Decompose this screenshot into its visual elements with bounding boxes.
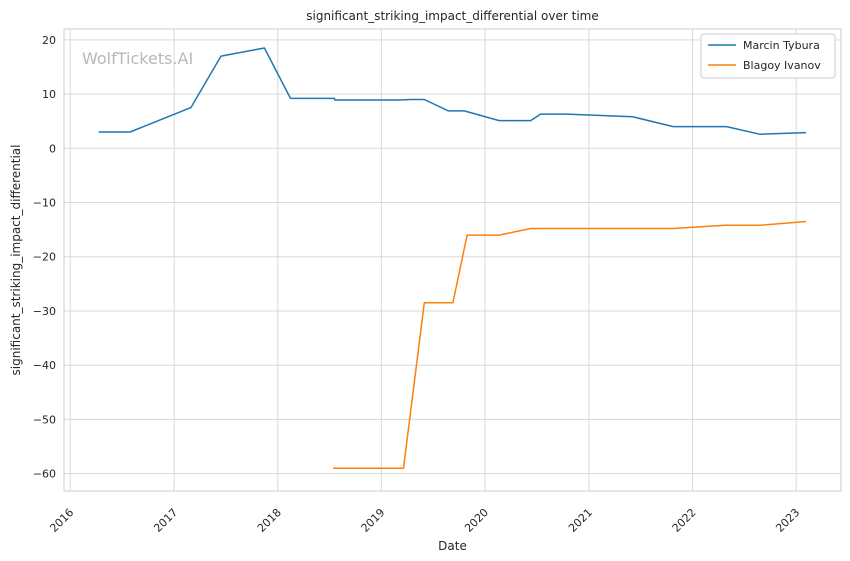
legend: Marcin Tybura Blagoy Ivanov [700,33,836,79]
plot-area-frame [63,28,842,492]
legend-label-marcin-tybura: Marcin Tybura [743,39,820,52]
chart-title: significant_striking_impact_differential… [306,9,598,23]
y-tick-label: 0 [49,142,56,155]
series-line-marcin-tybura [98,47,807,135]
y-tick-label: −10 [33,197,56,210]
series-line-blagoy-ivanov [333,220,807,469]
y-axis-title: significant_striking_impact_differential [9,145,23,376]
grid [64,29,841,491]
y-tick-label: 10 [42,88,56,101]
y-tick-label: −20 [33,251,56,264]
series-lines [98,47,807,469]
y-tick-label: −60 [33,468,56,481]
y-tick-label: −40 [33,359,56,372]
y-tick-label: −30 [33,305,56,318]
watermark-text: WolfTickets.AI [82,49,193,68]
legend-label-blagoy-ivanov: Blagoy Ivanov [743,59,821,72]
y-tick-label: 20 [42,34,56,47]
x-axis-title: Date [438,539,467,553]
y-tick-label: −50 [33,413,56,426]
